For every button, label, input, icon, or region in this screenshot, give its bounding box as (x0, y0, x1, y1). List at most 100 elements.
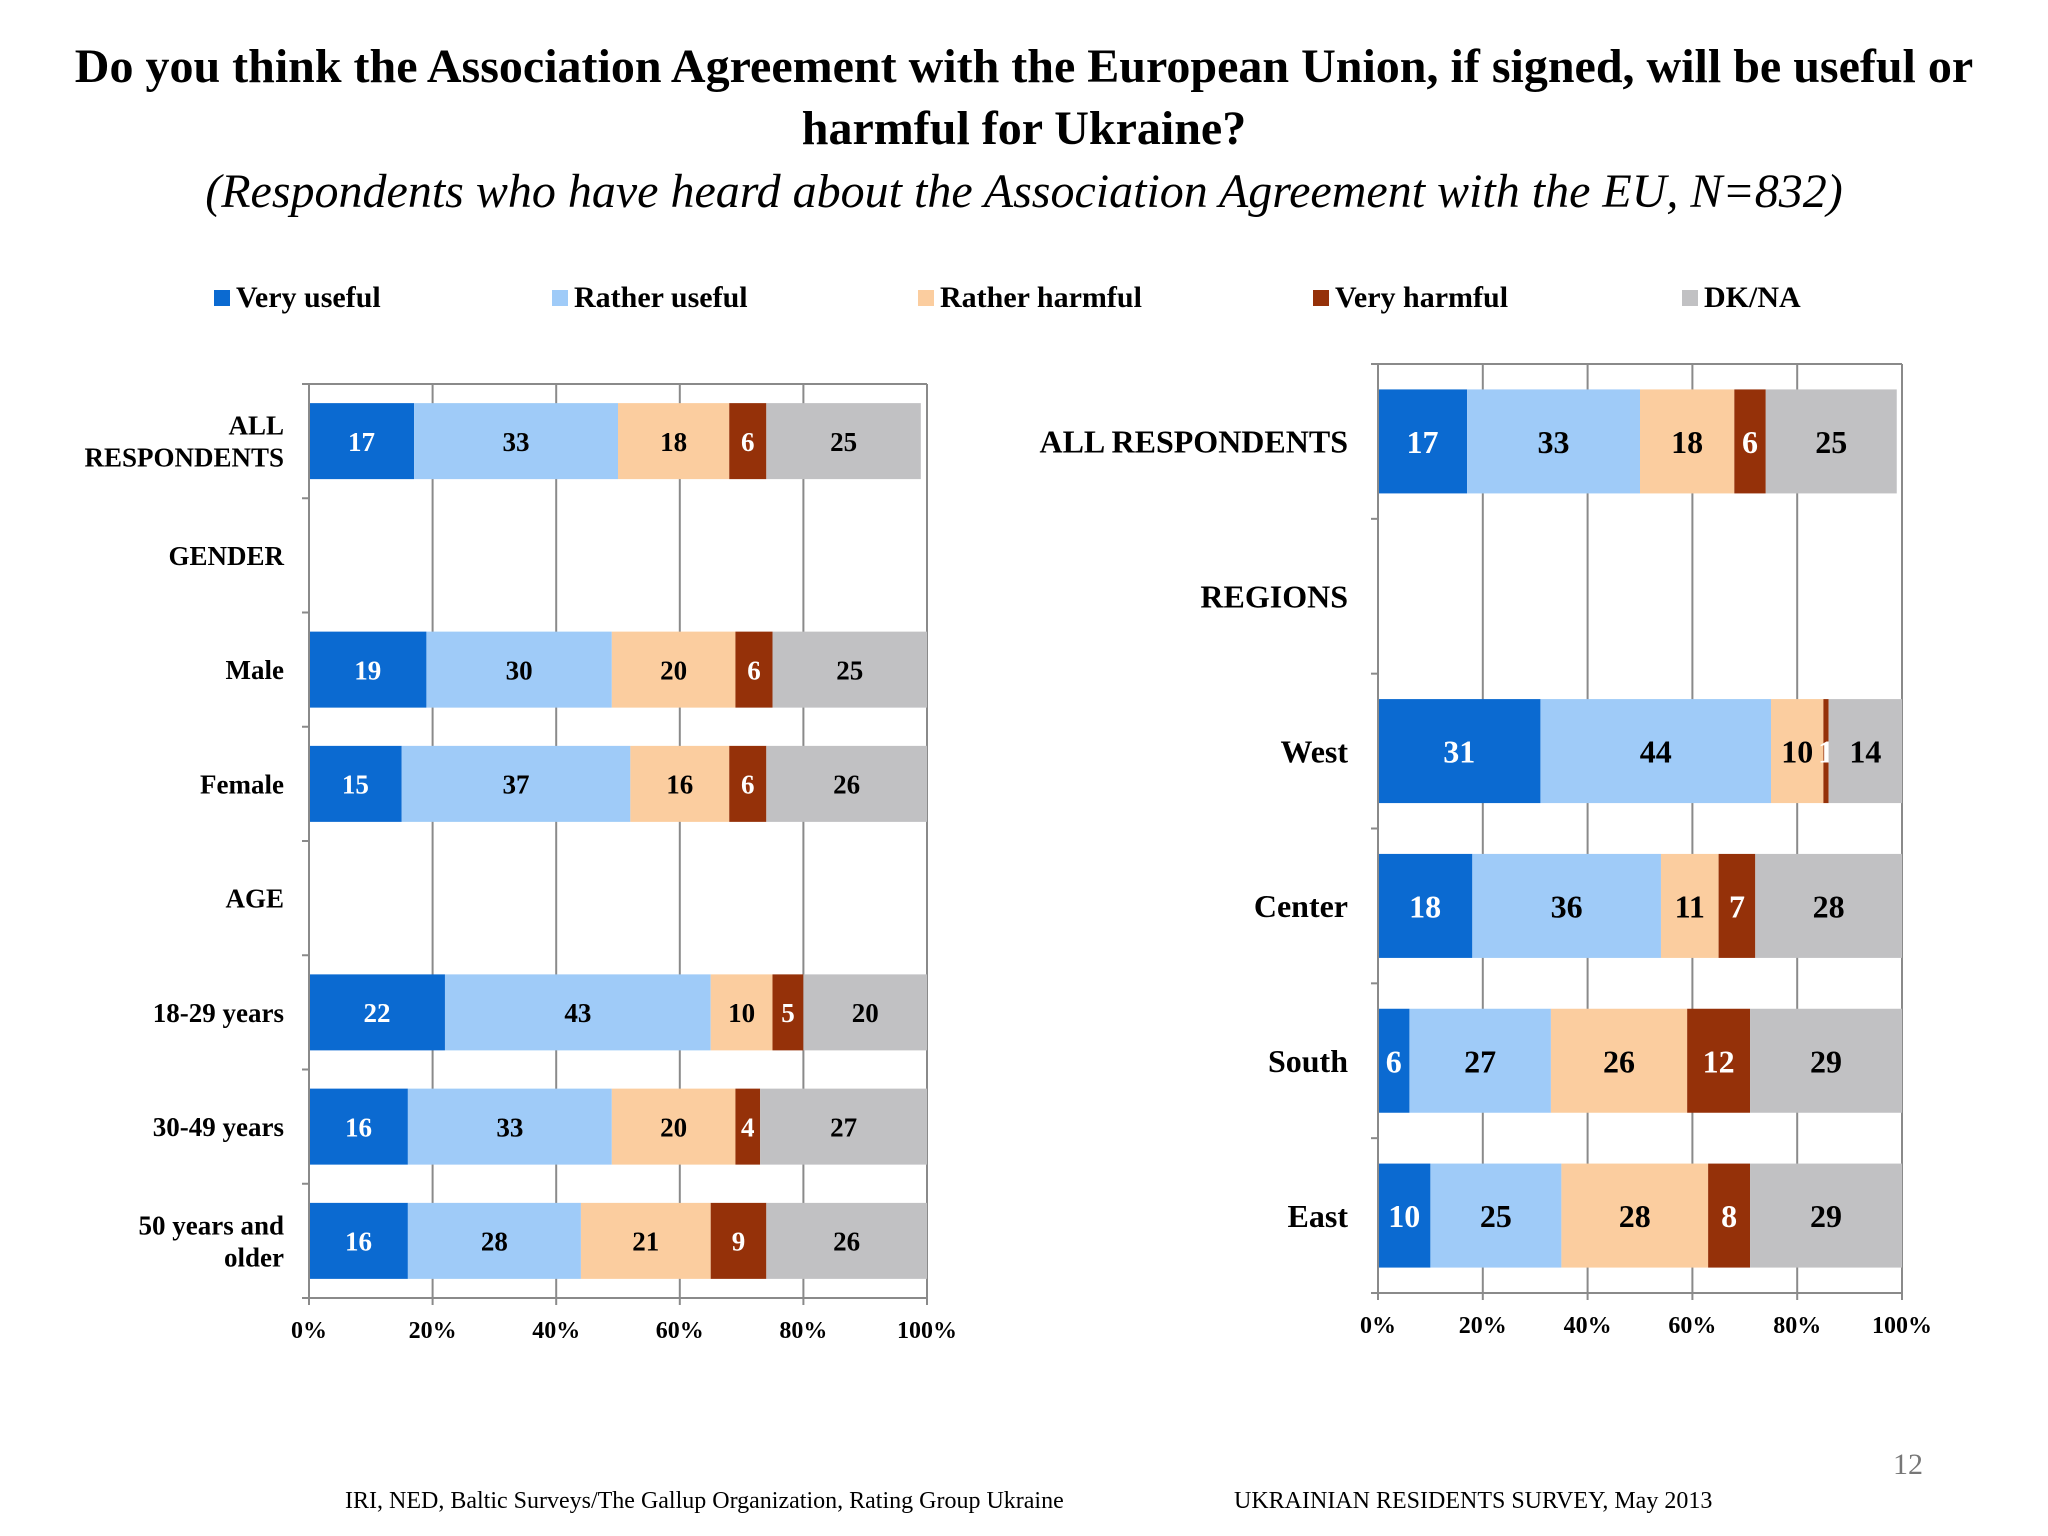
category-label: Female (200, 769, 284, 799)
category-label: Center (1254, 888, 1348, 924)
x-tick-label: 40% (1564, 1313, 1612, 1339)
bar-segment (729, 745, 767, 822)
category-label: South (1268, 1043, 1348, 1079)
bar-segment (1540, 699, 1771, 804)
data-label: 20 (852, 998, 879, 1028)
data-label: 11 (1675, 888, 1705, 924)
bar-segment (1472, 853, 1661, 958)
bar-segment (772, 974, 804, 1051)
bar-segment (1378, 1163, 1431, 1268)
x-tick-label: 0% (291, 1318, 327, 1344)
data-label: 28 (481, 1227, 508, 1257)
data-label: 17 (348, 427, 375, 457)
bar-segment (772, 631, 927, 708)
bar-segment (735, 1088, 761, 1165)
bar-segment (1750, 1008, 1902, 1113)
x-tick-label: 100% (897, 1318, 957, 1344)
data-label: 20 (660, 1112, 687, 1142)
data-label: 22 (363, 998, 390, 1028)
bar-segment (630, 745, 730, 822)
category-label: East (1288, 1198, 1349, 1234)
data-label: 18 (660, 427, 687, 457)
bar-segment (1467, 389, 1640, 494)
data-label: 25 (1480, 1198, 1512, 1234)
data-label: 19 (354, 655, 381, 685)
legend-label-very-harmful: Very harmful (1335, 281, 1509, 314)
x-tick-label: 40% (532, 1318, 580, 1344)
data-label: 28 (1619, 1198, 1651, 1234)
bar-segment (1771, 699, 1824, 804)
bar-segment (1430, 1163, 1562, 1268)
x-tick-label: 80% (1773, 1313, 1821, 1339)
legend-swatch-rather-harmful (918, 290, 934, 306)
data-label: 25 (836, 655, 863, 685)
data-label: 6 (747, 655, 761, 685)
data-label: 16 (345, 1227, 372, 1257)
bar-segment (444, 974, 711, 1051)
bar-segment (618, 403, 730, 480)
data-label: 29 (1810, 1043, 1842, 1079)
legend-swatch-dk-na (1682, 290, 1698, 306)
data-label: 12 (1703, 1043, 1735, 1079)
bar-segment (766, 1202, 927, 1279)
bar-segment (735, 631, 773, 708)
bar-segment (1550, 1008, 1688, 1113)
x-tick-label: 100% (1872, 1313, 1932, 1339)
bar-segment (1378, 853, 1473, 958)
category-label: West (1280, 733, 1348, 769)
data-label: 5 (781, 998, 795, 1028)
x-tick-label: 20% (1459, 1313, 1507, 1339)
bar-segment (414, 403, 618, 480)
data-label: 4 (741, 1112, 755, 1142)
bar-segment (1640, 389, 1735, 494)
bar-segment (1378, 1008, 1410, 1113)
bar-segment (611, 631, 736, 708)
data-label: 8 (1721, 1198, 1737, 1234)
x-tick-label: 80% (779, 1318, 827, 1344)
legend-dk-na: DK/NA (1682, 280, 1801, 316)
category-label: Male (226, 655, 284, 685)
chart-title: Do you think the Association Agreement w… (74, 40, 1974, 155)
data-label: 6 (1386, 1043, 1402, 1079)
x-tick-label: 20% (409, 1318, 457, 1344)
data-label: 26 (833, 1227, 860, 1257)
bar-segment (1750, 1163, 1902, 1268)
bar-segment (1734, 389, 1766, 494)
data-label: 9 (732, 1227, 746, 1257)
legend-swatch-very-useful (214, 290, 230, 306)
data-label: 15 (342, 770, 369, 800)
bar-segment (803, 974, 927, 1051)
x-tick-label: 0% (1360, 1313, 1396, 1339)
data-label: 33 (496, 1112, 523, 1142)
bar-segment (766, 745, 927, 822)
data-label: 18 (1409, 888, 1441, 924)
data-label: 20 (660, 655, 687, 685)
data-label: 43 (564, 998, 591, 1028)
data-label: 14 (1849, 734, 1881, 770)
bar-segment (1378, 699, 1541, 804)
data-label: 17 (1407, 424, 1439, 460)
data-label: 36 (1551, 888, 1583, 924)
data-label: 31 (1443, 734, 1475, 770)
chart-right: ALL RESPONDENTS 17 33 18 6 25 REGIONS West 31 44 1… (1039, 363, 1932, 1339)
data-label: 33 (503, 427, 530, 457)
legend-rather-useful: Rather useful (552, 280, 748, 316)
category-label: RESPONDENTS (84, 443, 284, 473)
data-label: 26 (833, 770, 860, 800)
data-label: 25 (1815, 424, 1847, 460)
data-label: 30 (506, 655, 533, 685)
bar-segment (309, 1088, 408, 1165)
bar-segment (401, 745, 631, 822)
chart-subtitle: (Respondents who have heard about the As… (205, 165, 1843, 218)
data-label: 27 (1464, 1043, 1496, 1079)
data-label: 10 (1781, 734, 1813, 770)
bar-segment (760, 1088, 927, 1165)
bar-segment (710, 974, 773, 1051)
bar-segment (1828, 699, 1902, 804)
bar-segment (1765, 389, 1897, 494)
bar-segment (407, 1088, 612, 1165)
legend-very-harmful: Very harmful (1313, 280, 1508, 316)
legend-label-rather-harmful: Rather harmful (940, 281, 1142, 314)
data-label: 21 (632, 1227, 659, 1257)
